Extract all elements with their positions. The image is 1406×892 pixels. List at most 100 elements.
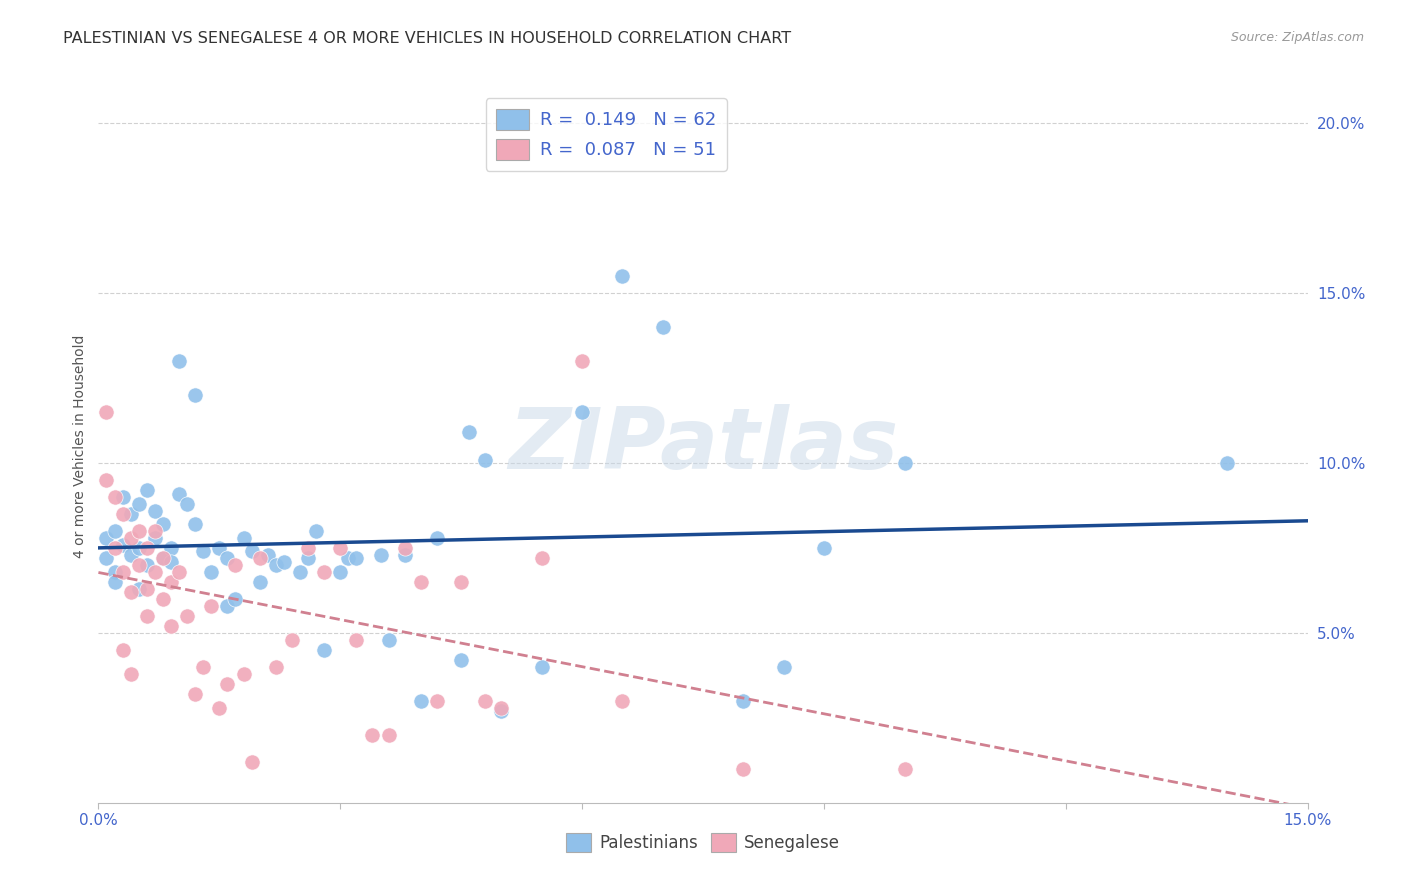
Point <box>491 704 513 718</box>
Point <box>612 694 634 708</box>
Point <box>224 558 246 572</box>
Point <box>184 388 207 402</box>
Point <box>409 694 432 708</box>
Point <box>96 473 118 487</box>
Point <box>152 517 174 532</box>
Point <box>426 694 449 708</box>
Point <box>160 574 183 589</box>
Point <box>135 582 157 596</box>
Point <box>135 558 157 572</box>
Point <box>474 452 496 467</box>
Point <box>249 551 271 566</box>
Point <box>571 354 593 368</box>
Point <box>103 490 125 504</box>
Point <box>176 608 198 623</box>
Point <box>329 541 352 555</box>
Point <box>193 544 215 558</box>
Point <box>314 643 336 657</box>
Point <box>160 619 183 633</box>
Point <box>612 269 634 284</box>
Point <box>733 762 755 776</box>
Point <box>491 700 513 714</box>
Point <box>176 497 198 511</box>
Point <box>120 666 142 681</box>
Point <box>167 565 190 579</box>
Point <box>120 548 142 562</box>
Point <box>344 551 367 566</box>
Point <box>571 405 593 419</box>
Point <box>184 517 207 532</box>
Point <box>120 531 142 545</box>
Point <box>135 608 157 623</box>
Point <box>200 565 222 579</box>
Point <box>103 574 125 589</box>
Point <box>232 666 254 681</box>
Point <box>450 574 472 589</box>
Point <box>256 548 278 562</box>
Point <box>143 565 166 579</box>
Point <box>297 551 319 566</box>
Point <box>217 677 239 691</box>
Point <box>450 653 472 667</box>
Point <box>152 551 174 566</box>
Point <box>394 548 416 562</box>
Point <box>772 660 794 674</box>
Point <box>217 599 239 613</box>
Point <box>273 555 295 569</box>
Point <box>474 694 496 708</box>
Point <box>128 558 150 572</box>
Point <box>651 320 673 334</box>
Point <box>111 537 134 551</box>
Point <box>184 687 207 701</box>
Point <box>361 728 384 742</box>
Point <box>297 541 319 555</box>
Point <box>264 660 287 674</box>
Point <box>120 585 142 599</box>
Point <box>128 582 150 596</box>
Point <box>426 531 449 545</box>
Point <box>813 541 835 555</box>
Point <box>200 599 222 613</box>
Point <box>143 503 166 517</box>
Point <box>232 531 254 545</box>
Point <box>167 486 190 500</box>
Point <box>893 762 915 776</box>
Point <box>1216 456 1239 470</box>
Point <box>288 565 311 579</box>
Point <box>370 548 392 562</box>
Point <box>152 551 174 566</box>
Point <box>240 544 263 558</box>
Point <box>152 591 174 606</box>
Point <box>111 507 134 521</box>
Point <box>96 405 118 419</box>
Point <box>733 694 755 708</box>
Point <box>135 483 157 498</box>
Point <box>409 574 432 589</box>
Point <box>240 755 263 769</box>
Point <box>167 354 190 368</box>
Point <box>281 632 304 647</box>
Point <box>264 558 287 572</box>
Text: PALESTINIAN VS SENEGALESE 4 OR MORE VEHICLES IN HOUSEHOLD CORRELATION CHART: PALESTINIAN VS SENEGALESE 4 OR MORE VEHI… <box>63 31 792 46</box>
Point <box>111 565 134 579</box>
Point <box>337 551 360 566</box>
Point <box>530 551 553 566</box>
Point <box>208 541 231 555</box>
Point <box>160 555 183 569</box>
Point <box>217 551 239 566</box>
Point <box>530 660 553 674</box>
Point <box>458 425 481 440</box>
Point <box>224 591 246 606</box>
Point <box>329 565 352 579</box>
Point <box>314 565 336 579</box>
Point <box>394 541 416 555</box>
Text: Source: ZipAtlas.com: Source: ZipAtlas.com <box>1230 31 1364 45</box>
Point <box>103 541 125 555</box>
Point <box>96 531 118 545</box>
Point <box>143 524 166 538</box>
Point <box>305 524 328 538</box>
Point <box>96 551 118 566</box>
Point <box>208 700 231 714</box>
Point <box>120 507 142 521</box>
Text: ZIPatlas: ZIPatlas <box>508 404 898 488</box>
